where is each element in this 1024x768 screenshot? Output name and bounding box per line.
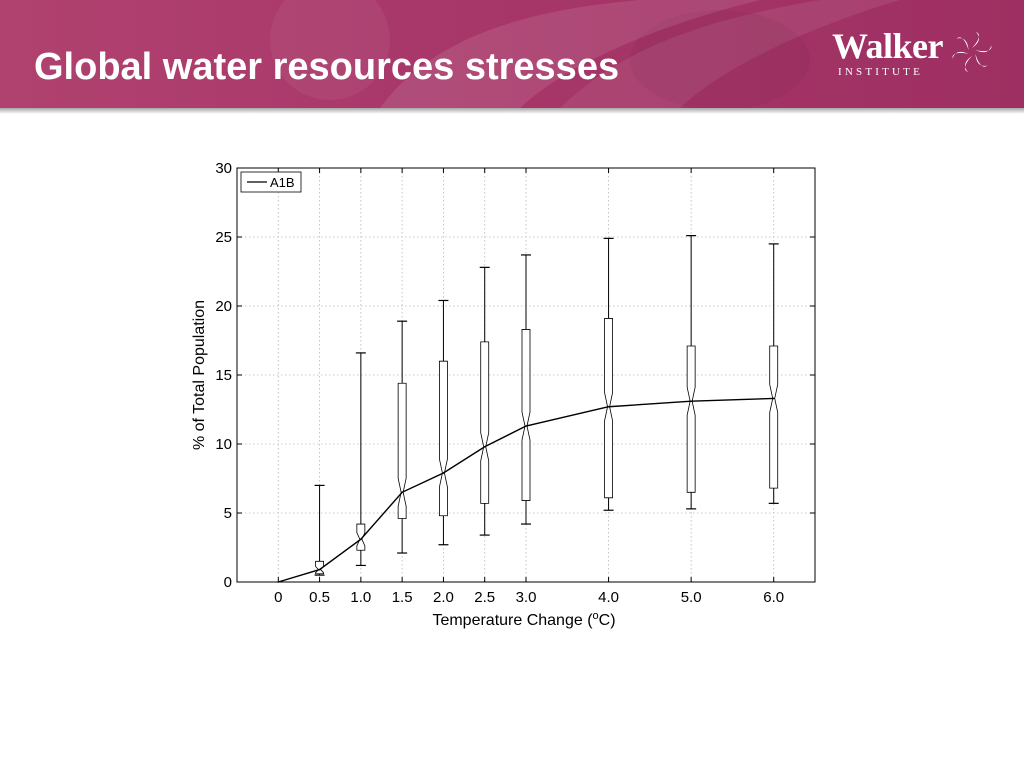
x-tick-label: 2.5 [474,589,495,606]
chart-ticks: 0 5 10 15 20 25 30 0 0.5 1.0 1.5 2.0 2.5 3.0 4.0 5.0 6.0 [215,160,815,606]
x-tick-label: 4.0 [598,589,619,606]
walker-institute-logo: Walker INSTITUTE [832,26,1002,86]
x-tick-label: 0 [274,589,282,606]
notched-box [604,318,613,499]
series-point [318,568,321,571]
x-axis-label-degree: o [593,610,599,622]
x-tick-label: 1.5 [392,589,413,606]
y-tick-label: 10 [215,436,232,453]
y-axis-label: % of Total Population [191,300,208,450]
x-axis-label: Temperature Change (oC) [432,610,615,629]
x-tick-label: 1.0 [350,589,371,606]
y-tick-label: 20 [215,298,232,315]
series-point [483,445,486,448]
series-line-a1b [278,397,774,583]
x-tick-label: 5.0 [681,589,702,606]
series-point [360,538,362,541]
series-point [525,425,527,427]
notched-box [480,341,490,504]
x-tick-label: 0.5 [309,589,330,606]
header-swirl-decoration [270,0,900,108]
chart-legend: A1B [240,171,302,193]
x-tick-label: 2.0 [433,589,454,606]
pinwheel-logo-icon [952,32,992,72]
y-tick-label: 15 [215,367,232,384]
slide-header: Global water resources stresses Walker I… [0,0,1024,108]
y-tick-label: 5 [224,505,232,522]
series-point [690,400,692,403]
water-stress-chart: 0 5 10 15 20 25 30 0 0.5 1.0 1.5 2.0 2.5 3.0 4.0 5.0 6.0… [191,160,816,629]
notched-box [315,560,324,575]
series-point [401,491,403,494]
logo-subtitle: INSTITUTE [838,66,924,78]
notched-box [769,345,779,489]
notched-box [356,523,366,551]
y-tick-label: 0 [224,574,232,591]
legend-entry-a1b: A1B [270,175,295,190]
y-tick-label: 25 [215,229,232,246]
y-tick-label: 30 [215,160,232,177]
series-point [772,397,775,400]
series-point [607,405,610,408]
series-point [442,472,445,474]
x-tick-label: 3.0 [516,589,537,606]
legend-box [240,171,302,193]
header-shadow [0,108,1024,114]
x-axis-label-main: Temperature Change ( [432,612,593,629]
logo-wordmark: Walker [832,26,944,66]
chart-whiskers [314,235,779,576]
notched-box [439,360,448,517]
notched-box [397,382,407,519]
slide-title: Global water resources stresses [34,46,620,88]
x-axis-label-unit: C) [599,612,616,629]
notched-box [521,329,531,501]
notched-box [686,345,696,493]
x-tick-label: 6.0 [763,589,784,606]
